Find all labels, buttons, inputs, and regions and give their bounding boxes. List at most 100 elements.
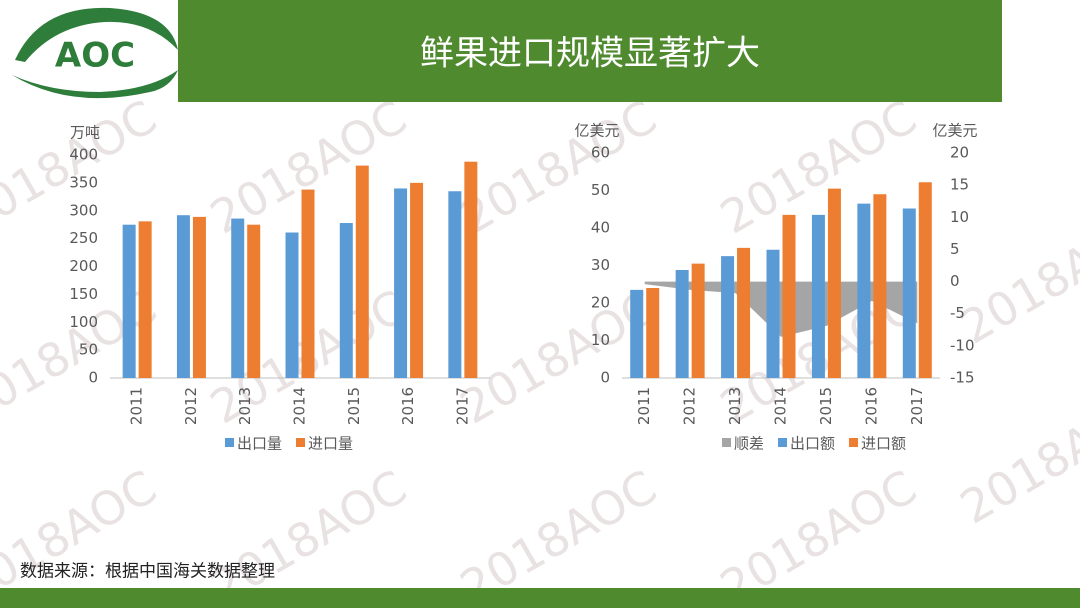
watermark: 2018AOC [0,460,165,608]
footer-bar [0,588,1080,608]
y-tick-label: 300 [69,201,98,219]
watermark: 2018AOC [451,90,665,245]
legend-swatch [722,438,731,447]
x-tick-label: 2014 [772,387,790,425]
legend-label: 进口额 [861,435,906,453]
x-tick-label: 2013 [726,387,744,425]
watermark: 2018AOC [951,200,1080,355]
y-tick-label: 0 [88,369,98,387]
logo: AOC [12,7,178,99]
x-tick-label: 2017 [908,387,926,425]
bar [231,218,245,378]
y-tick-label: 10 [591,331,610,349]
legend-label: 进口量 [308,435,353,453]
x-tick-label: 2011 [128,387,146,425]
bar [448,191,462,378]
watermark: 2018AOC [451,460,665,608]
bar [782,214,796,378]
x-tick-label: 2013 [236,387,254,425]
bar [394,188,408,378]
y-tick-label: 20 [591,294,610,312]
y-tick-label: 150 [69,285,98,303]
y-axis-title: 万吨 [70,124,100,142]
y-tick-label: 0 [600,369,610,387]
bar [355,165,369,378]
y2-tick-label: -15 [950,369,975,387]
bar [630,289,644,378]
legend-swatch [296,438,306,447]
y-tick-label: 400 [69,146,98,164]
bar [766,249,780,378]
bar [339,223,353,378]
y2-axis-title: 亿美元 [932,122,977,140]
bar [122,224,136,378]
y-tick-label: 40 [591,219,610,237]
bar [646,288,660,378]
header-bar [178,0,1002,102]
y-tick-label: 50 [79,341,98,359]
watermark: 2018AOC [951,380,1080,535]
y2-tick-label: 10 [950,208,969,226]
legend-label: 出口额 [790,435,835,453]
y-axis-title: 亿美元 [574,122,619,140]
logo-swoosh [12,70,178,99]
y-tick-label: 50 [591,181,610,199]
x-tick-label: 2014 [291,387,309,425]
watermark: 2018AOC [201,460,415,608]
bar [247,224,261,378]
y-tick-label: 60 [591,144,610,162]
logo-swoosh [15,7,178,62]
legend-label: 出口量 [237,435,282,453]
area [644,281,918,337]
x-tick-label: 2015 [817,387,835,425]
legend-swatch [849,438,859,447]
bar [464,161,478,378]
y2-tick-label: -10 [950,336,975,354]
y2-tick-label: 0 [950,272,960,290]
legend-swatch [778,438,788,447]
y-tick-label: 350 [69,173,98,191]
x-tick-label: 2017 [453,387,471,425]
bar [857,203,871,378]
y2-tick-label: 20 [950,144,969,162]
bar [138,221,152,378]
bar [691,263,705,378]
bar [301,189,315,378]
x-tick-label: 2011 [635,387,653,425]
bar [873,194,887,378]
x-tick-label: 2012 [681,387,699,425]
y2-tick-label: 5 [950,240,960,258]
y-tick-label: 30 [591,256,610,274]
watermark: 2018AOC [0,90,165,245]
x-tick-label: 2012 [182,387,200,425]
bar [410,182,424,378]
logo-text: AOC [55,36,135,76]
x-tick-label: 2016 [862,387,880,425]
bar [192,216,206,378]
legend-swatch [225,438,234,447]
x-tick-label: 2016 [399,387,417,425]
legend-label: 顺差 [734,435,764,453]
bar [675,270,689,378]
y-tick-label: 250 [69,229,98,247]
y-tick-label: 200 [69,257,98,275]
bar [721,256,735,378]
x-tick-label: 2015 [345,387,363,425]
bar [918,182,932,378]
bar [811,214,825,378]
y-tick-label: 100 [69,313,98,331]
bar [176,215,190,378]
watermark: 2018AOC [711,460,925,608]
y2-tick-label: -5 [950,304,965,322]
bar [827,188,841,378]
bar [285,232,299,378]
bar [902,208,916,378]
source-note: 数据来源：根据中国海关数据整理 [20,562,275,582]
bar [737,247,751,378]
slide-title: 鲜果进口规模显著扩大 [420,34,760,74]
y2-tick-label: 15 [950,176,969,194]
